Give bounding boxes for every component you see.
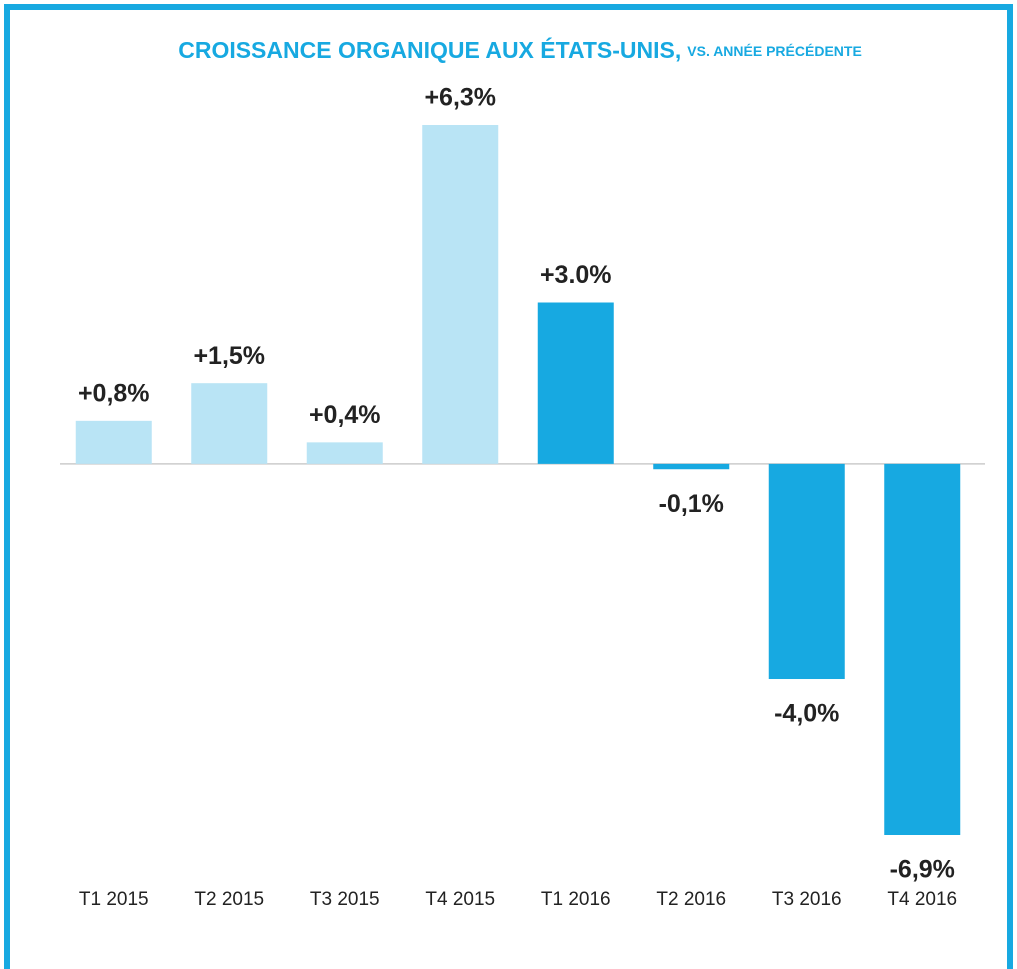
frame <box>4 4 1013 969</box>
chart-title: CROISSANCE ORGANIQUE AUX ÉTATS-UNIS, <box>178 36 681 63</box>
x-tick-label: T4 2016 <box>887 889 957 910</box>
value-label: +0,4% <box>309 401 381 429</box>
value-label: +0,8% <box>78 379 150 407</box>
value-label: -6,9% <box>890 856 955 884</box>
x-tick-label: T2 2015 <box>194 889 264 910</box>
bar <box>191 383 268 464</box>
bar <box>75 420 152 464</box>
value-label: +6,3% <box>424 84 496 112</box>
bar <box>653 463 730 470</box>
value-label: +3.0% <box>540 261 612 289</box>
value-label: -0,1% <box>659 490 724 518</box>
x-tick-label: T3 2016 <box>772 889 842 910</box>
value-label: +1,5% <box>193 342 265 370</box>
chart-heading: CROISSANCE ORGANIQUE AUX ÉTATS-UNIS, VS. … <box>178 36 862 63</box>
bar <box>768 463 845 680</box>
x-tick-label: T1 2015 <box>79 889 149 910</box>
x-tick-label: T4 2015 <box>425 889 495 910</box>
bar <box>884 463 961 835</box>
bar <box>306 442 383 464</box>
x-tick-label: T3 2015 <box>310 889 380 910</box>
bar <box>422 125 499 464</box>
x-tick-label: T1 2016 <box>541 889 611 910</box>
value-label: -4,0% <box>774 700 839 728</box>
chart-subtitle: VS. ANNÉE PRÉCÉDENTE <box>687 43 862 59</box>
x-tick-label: T2 2016 <box>656 889 726 910</box>
bar <box>537 302 614 464</box>
